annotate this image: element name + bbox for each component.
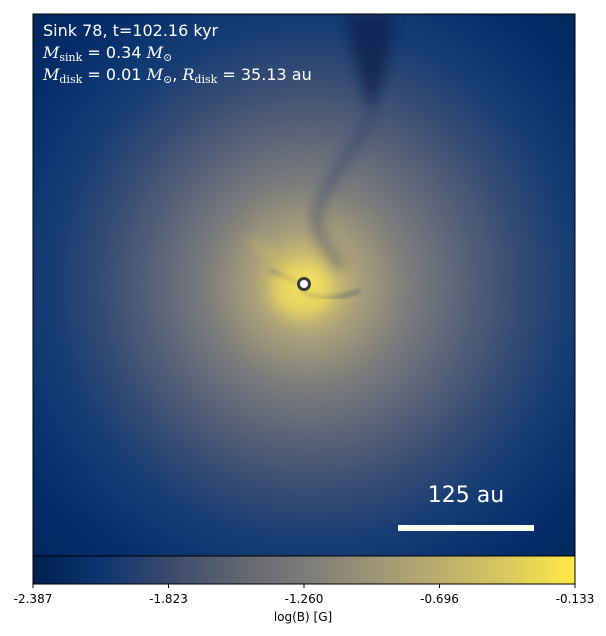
colorbar-tick-label: -1.823	[149, 592, 188, 606]
colorbar-label: log(B) [G]	[273, 610, 333, 624]
scale-bar-label: 125 au	[427, 483, 505, 508]
colorbar-tick-label: -0.133	[555, 592, 595, 606]
scale-bar	[398, 525, 534, 531]
sink-marker	[297, 277, 311, 291]
colorbar-tick-label: -1.260	[284, 592, 324, 606]
sink-mass-label: Msink = 0.34 M⊙	[43, 43, 173, 64]
colorbar-ticks	[32, 584, 576, 588]
colorbar	[33, 556, 575, 584]
disk-label: Mdisk = 0.01 M⊙, Rdisk = 35.13 au	[43, 65, 312, 86]
colorbar-tick-label: -0.696	[420, 592, 459, 606]
colorbar-tick-label: -2.387	[13, 592, 53, 606]
panel-title: Sink 78, t=102.16 kyr	[43, 21, 219, 40]
